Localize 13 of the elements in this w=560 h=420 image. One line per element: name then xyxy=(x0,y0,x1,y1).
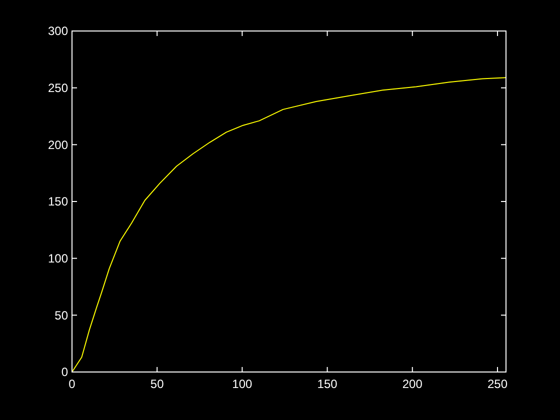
y-tick-label: 250 xyxy=(48,81,68,96)
x-tick-label: 50 xyxy=(150,377,164,391)
y-tick-label: 150 xyxy=(48,194,68,209)
line-series xyxy=(72,77,506,372)
x-tick-label: 150 xyxy=(317,377,338,391)
x-tick-label: 200 xyxy=(402,377,423,391)
y-tick-label: 300 xyxy=(48,24,68,38)
x-tick-label: 250 xyxy=(487,377,508,391)
y-tick-label: 0 xyxy=(61,365,68,380)
y-tick-label: 200 xyxy=(48,138,68,152)
y-tick-label: 50 xyxy=(54,308,68,322)
x-tick-label: 100 xyxy=(232,377,253,391)
y-tick-label: 100 xyxy=(48,252,68,266)
